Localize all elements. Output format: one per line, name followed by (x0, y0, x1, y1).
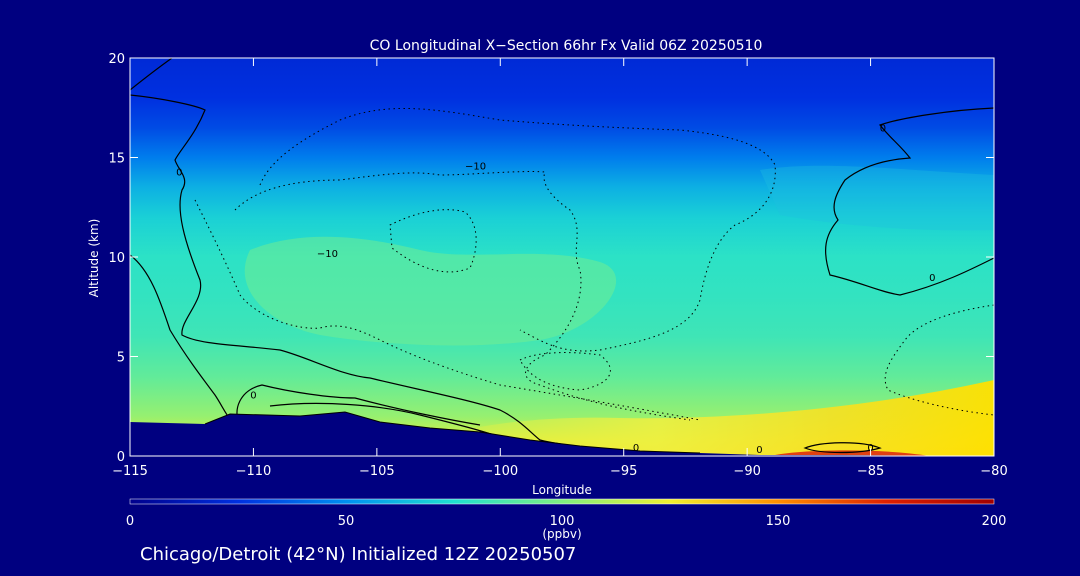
co-upper-tongue (760, 165, 994, 231)
terrain-outline (204, 411, 701, 454)
colorbar-ticks: 0 50 100 150 200 (126, 514, 1007, 529)
minus-ten-contour-mid (234, 171, 691, 421)
contour-label: 0 (250, 390, 256, 401)
x-axis-label: Longitude (532, 483, 592, 497)
contour-label: 0 (756, 445, 762, 456)
contour-label: 0 (929, 273, 935, 284)
contour-label: −10 (465, 161, 486, 172)
chart-title: CO Longitudinal X−Section 66hr Fx Valid … (370, 38, 763, 54)
minus-ten-contour-inner (389, 209, 477, 273)
colorbar (129, 498, 995, 505)
x-tick-label: −110 (236, 464, 272, 479)
y-tick-label: 15 (108, 152, 125, 167)
x-tick-label: −90 (733, 464, 760, 479)
x-tick-label: −95 (610, 464, 637, 479)
zero-contour-upper-left (130, 58, 173, 91)
contour-label: 0 (880, 124, 886, 135)
colorbar-tick-label: 150 (766, 514, 791, 529)
minus-ten-contour-low (519, 352, 611, 391)
contour-label: −10 (317, 249, 338, 260)
contour-label: 0 (633, 443, 639, 454)
zero-contour-east (824, 107, 994, 296)
colorbar-tick-label: 200 (982, 514, 1007, 529)
plot-area (130, 58, 994, 456)
y-tick-label: 10 (108, 251, 125, 266)
terrain (130, 412, 994, 456)
y-tick-label: 0 (117, 450, 125, 465)
colorbar-tick-label: 100 (550, 514, 575, 529)
footer-caption: Chicago/Detroit (42°N) Initialized 12Z 2… (140, 544, 576, 565)
colorbar-unit-label: (ppbv) (542, 527, 581, 541)
contour-label: 0 (176, 167, 182, 178)
x-tick-label: −85 (857, 464, 884, 479)
y-tick-label: 5 (117, 351, 125, 366)
x-tick-label: −115 (112, 464, 148, 479)
y-axis-label: Altitude (km) (87, 219, 101, 298)
colorbar-tick-label: 0 (126, 514, 134, 529)
zero-contour-west (130, 94, 641, 453)
x-tick-label: −105 (359, 464, 395, 479)
x-tick-label: −100 (482, 464, 518, 479)
colorbar-tick-label: 50 (338, 514, 355, 529)
y-axis: 0 5 10 15 20 (108, 52, 994, 465)
minus-ten-contour-left (194, 199, 701, 421)
co-mid-level-lobe (244, 236, 617, 346)
minus-ten-contour-right (884, 304, 994, 416)
x-axis: −115 −110 −105 −100 −95 −90 −85 −80 (112, 58, 1008, 479)
x-tick-label: −80 (980, 464, 1007, 479)
co-surface-hotspot (770, 450, 930, 456)
y-tick-label: 20 (108, 52, 125, 67)
co-concentration-field (130, 58, 994, 456)
zero-contour-bump (803, 442, 882, 454)
minus-ten-contour-upper (259, 108, 776, 352)
